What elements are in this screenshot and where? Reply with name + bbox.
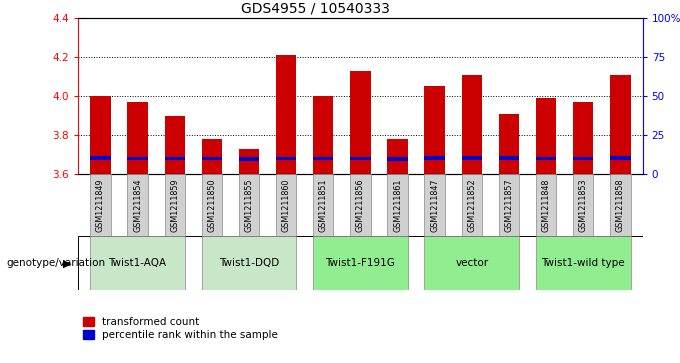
Text: GSM1211859: GSM1211859 <box>170 178 180 232</box>
Bar <box>573 157 594 160</box>
Text: GSM1211851: GSM1211851 <box>319 178 328 232</box>
Bar <box>498 114 519 174</box>
Bar <box>239 149 259 174</box>
Bar <box>350 174 371 236</box>
Bar <box>424 174 445 236</box>
Bar <box>90 96 111 174</box>
Bar <box>127 174 148 236</box>
Bar <box>462 75 482 174</box>
Text: Twist1-wild type: Twist1-wild type <box>541 258 625 268</box>
Bar <box>610 156 630 160</box>
Bar <box>573 102 594 174</box>
Bar <box>536 236 630 290</box>
Bar <box>350 71 371 174</box>
Bar <box>313 96 333 174</box>
Bar <box>424 156 445 160</box>
Text: genotype/variation: genotype/variation <box>7 258 106 268</box>
Text: GSM1211861: GSM1211861 <box>393 178 402 232</box>
Bar <box>165 157 185 160</box>
Text: GSM1211848: GSM1211848 <box>541 178 551 232</box>
Text: GSM1211852: GSM1211852 <box>467 178 476 232</box>
Text: GSM1211858: GSM1211858 <box>616 178 625 232</box>
Text: Twist1-DQD: Twist1-DQD <box>219 258 279 268</box>
Text: GSM1211856: GSM1211856 <box>356 178 365 232</box>
Bar <box>202 236 296 290</box>
Bar <box>165 116 185 174</box>
Bar <box>424 236 519 290</box>
Text: Twist1-AQA: Twist1-AQA <box>109 258 167 268</box>
Bar <box>313 157 333 160</box>
Bar <box>536 174 556 236</box>
Text: GSM1211847: GSM1211847 <box>430 178 439 232</box>
Bar <box>313 236 408 290</box>
Bar <box>462 156 482 160</box>
Bar <box>498 156 519 160</box>
Bar <box>610 174 630 236</box>
Bar <box>276 55 296 174</box>
Text: GSM1211853: GSM1211853 <box>579 178 588 232</box>
Bar <box>388 174 408 236</box>
Bar <box>127 157 148 160</box>
Bar <box>202 174 222 236</box>
Text: GSM1211849: GSM1211849 <box>96 178 105 232</box>
Bar <box>498 174 519 236</box>
Bar <box>90 156 111 160</box>
Legend: transformed count, percentile rank within the sample: transformed count, percentile rank withi… <box>84 317 278 340</box>
Text: GSM1211854: GSM1211854 <box>133 178 142 232</box>
Bar <box>462 174 482 236</box>
Text: GSM1211855: GSM1211855 <box>245 178 254 232</box>
Text: ▶: ▶ <box>63 258 71 268</box>
Text: GSM1211857: GSM1211857 <box>505 178 513 232</box>
Text: vector: vector <box>455 258 488 268</box>
Text: Twist1-F191G: Twist1-F191G <box>326 258 395 268</box>
Bar <box>536 157 556 160</box>
Bar <box>239 158 259 161</box>
Bar <box>536 98 556 174</box>
Bar <box>350 157 371 160</box>
Bar <box>239 174 259 236</box>
Bar <box>276 174 296 236</box>
Bar <box>573 174 594 236</box>
Bar <box>202 157 222 160</box>
Bar <box>90 236 185 290</box>
Text: GSM1211860: GSM1211860 <box>282 178 290 232</box>
Bar <box>127 102 148 174</box>
Bar <box>388 139 408 174</box>
Bar <box>90 174 111 236</box>
Bar <box>165 174 185 236</box>
Bar <box>276 157 296 160</box>
Text: GSM1211850: GSM1211850 <box>207 178 216 232</box>
Bar <box>202 139 222 174</box>
Bar <box>424 86 445 174</box>
Bar <box>610 75 630 174</box>
Bar <box>313 174 333 236</box>
Title: GDS4955 / 10540333: GDS4955 / 10540333 <box>241 1 390 16</box>
Bar <box>388 158 408 161</box>
